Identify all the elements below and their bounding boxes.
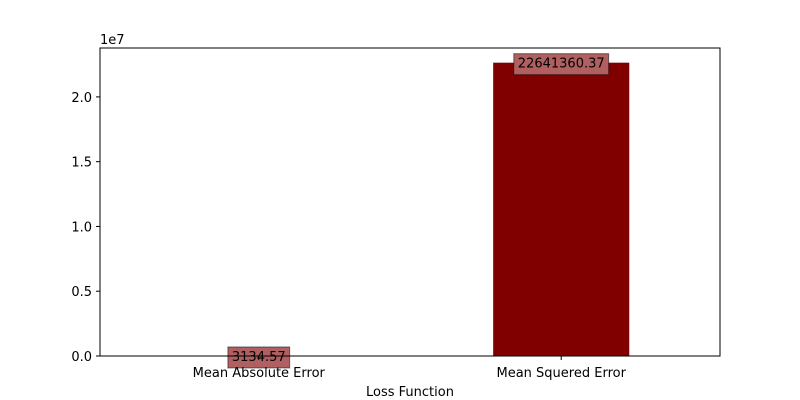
plot-frame [99, 47, 721, 357]
x-axis: Mean Absolute Error Mean Squered Error [193, 356, 627, 381]
y-tick-label: 0.5 [71, 285, 92, 300]
y-tick-label: 2.0 [71, 91, 92, 106]
y-axis: 0.0 0.5 1.0 1.5 2.0 [71, 91, 100, 365]
bars-group [190, 62, 630, 356]
x-tick-label: Mean Absolute Error [193, 366, 326, 381]
y-tick-label: 0.0 [71, 350, 92, 365]
data-label-box [513, 53, 610, 76]
bar-mean-squered-error [493, 62, 630, 356]
x-axis-title: Loss Function [366, 385, 454, 400]
y-axis-offset-text: 1e7 [100, 33, 125, 48]
y-tick-label: 1.5 [71, 156, 92, 171]
y-tick-label: 1.0 [71, 220, 92, 235]
x-tick-label: Mean Squered Error [497, 366, 627, 381]
data-label-text: 22641360.37 [518, 57, 605, 72]
data-label-mean-squered-error: 22641360.37 [513, 53, 610, 76]
